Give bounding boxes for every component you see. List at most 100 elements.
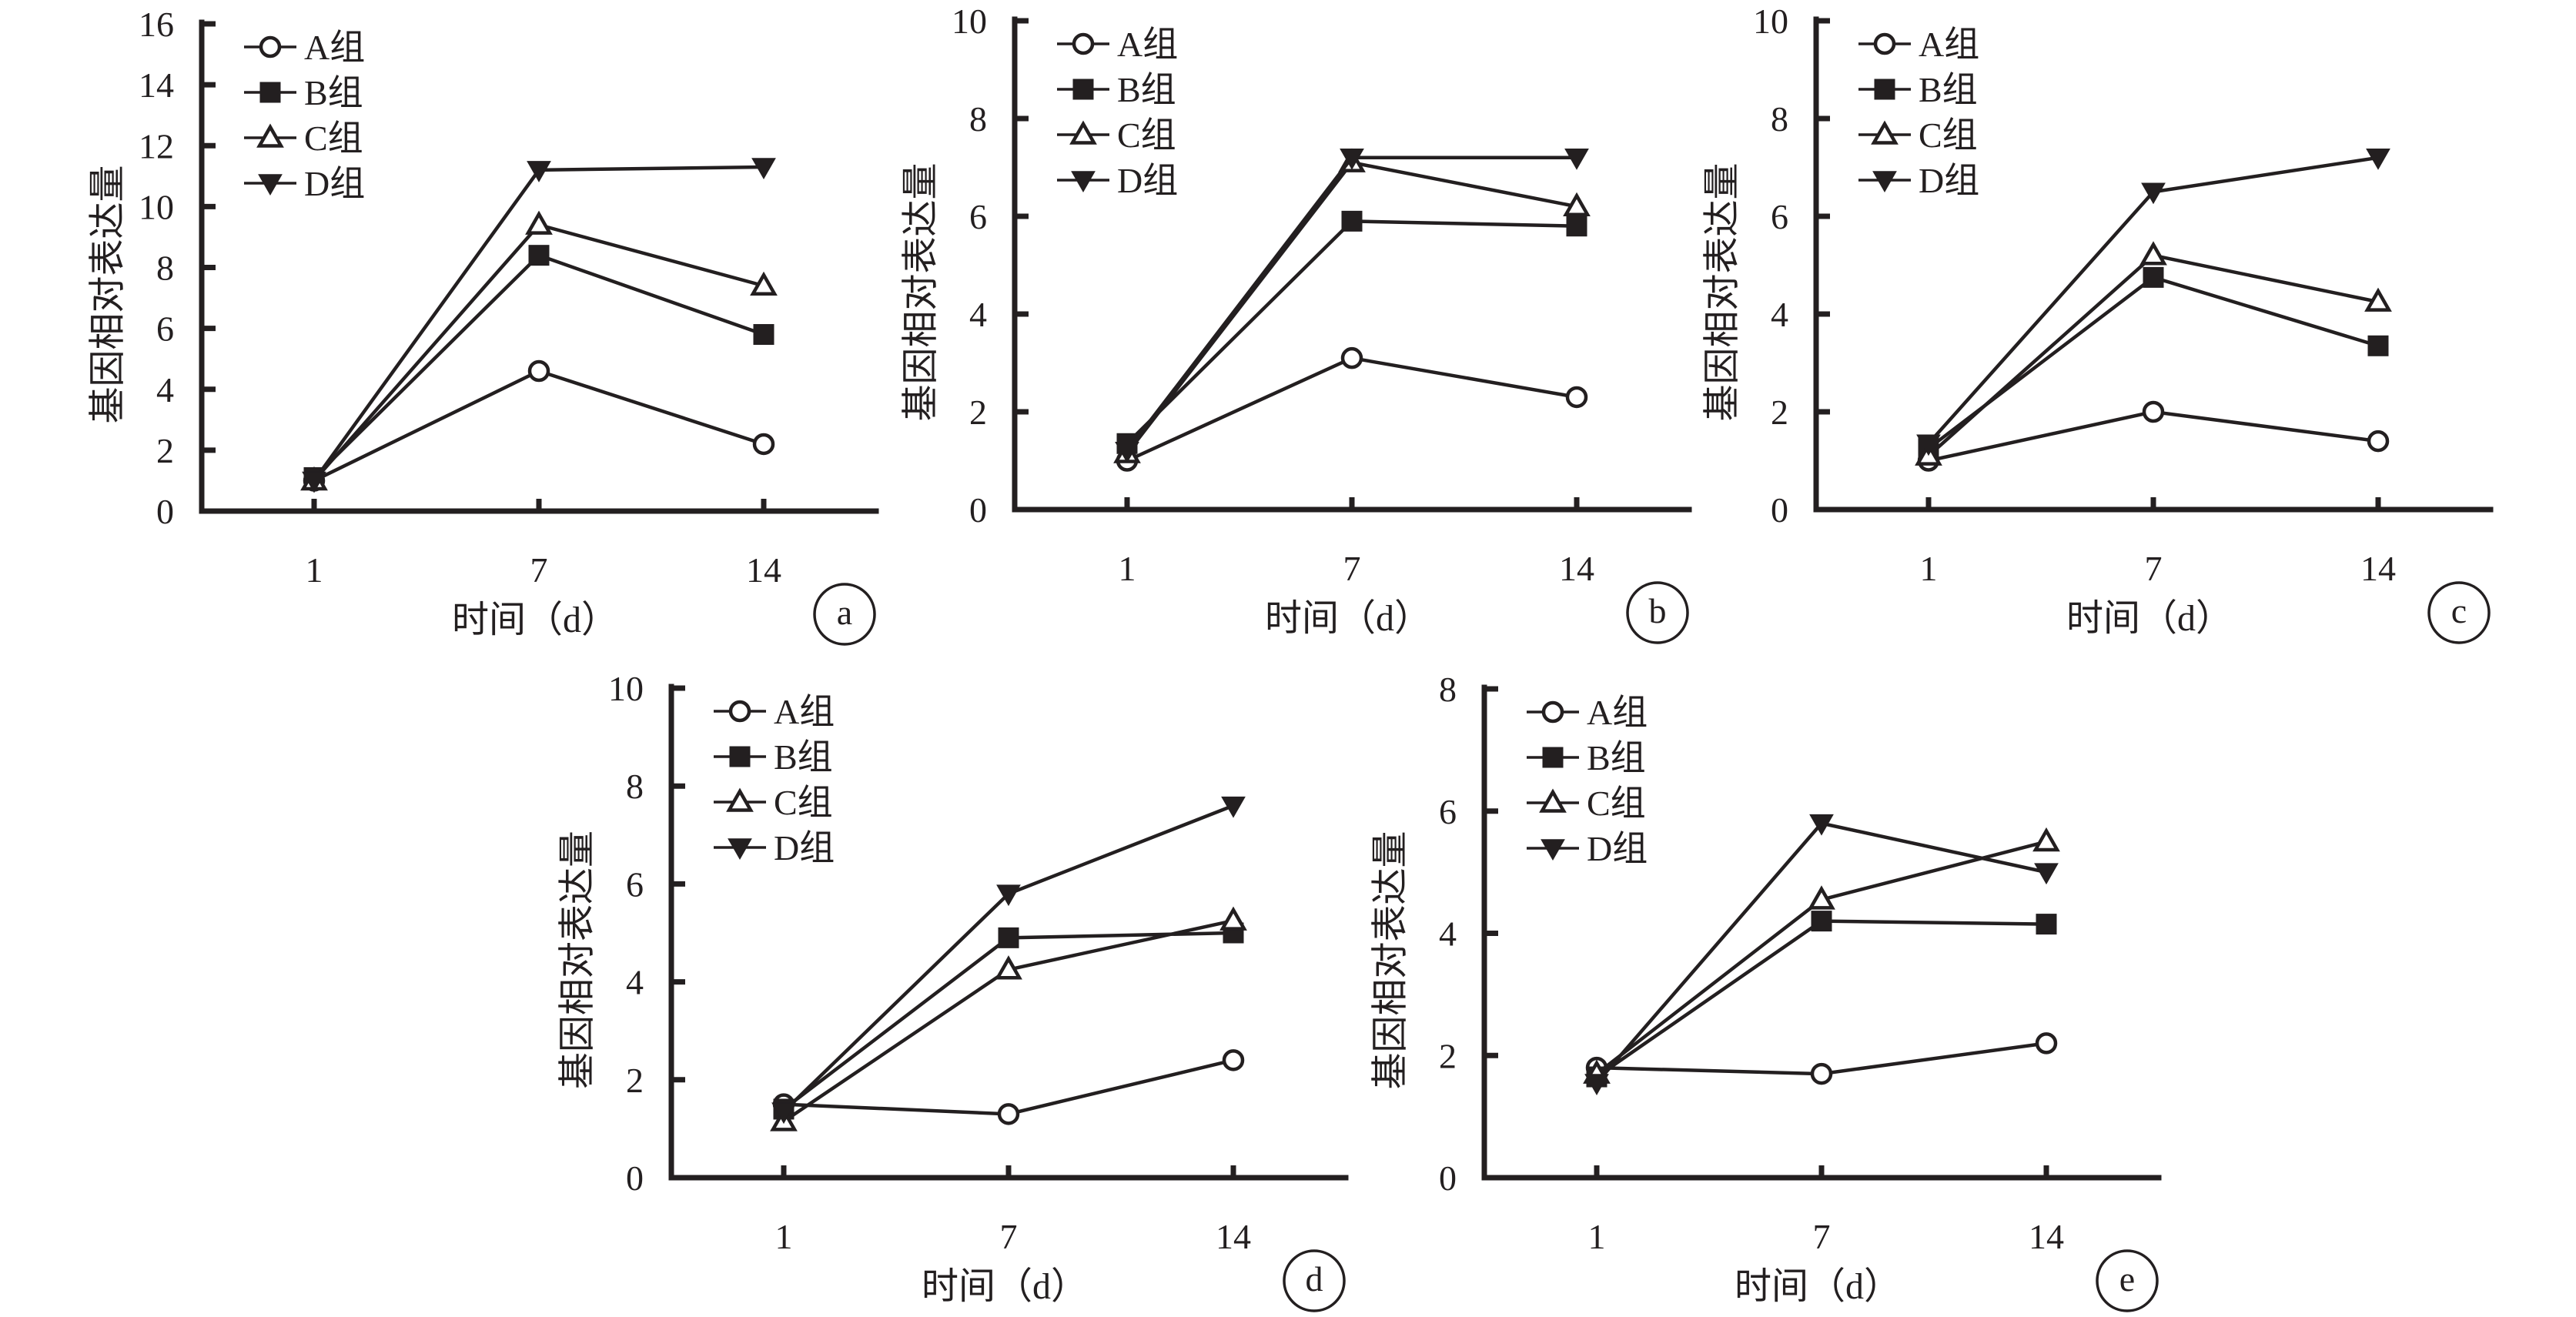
legend-marker-circle-open-icon: [1541, 700, 1564, 724]
data-point: [2364, 287, 2392, 312]
legend-label: D组: [1117, 161, 1178, 200]
y-tick-label: 2: [969, 393, 987, 432]
y-tick-label: 10: [952, 2, 987, 41]
data-point: [1810, 1062, 1833, 1085]
legend-label: C组: [1587, 784, 1646, 823]
legend-item: A组: [1858, 25, 1979, 64]
legend-item: B组: [1057, 70, 1176, 109]
legend-marker-triangle-up-open-icon: [726, 787, 754, 812]
data-point: [998, 927, 1019, 948]
data-point: [2367, 430, 2390, 453]
legend: A组 B组 C组 D组: [244, 28, 365, 203]
y-tick-label: 4: [1439, 914, 1457, 954]
x-tick-label: 14: [2029, 1217, 2064, 1256]
y-tick-label: 0: [156, 492, 174, 531]
data-point: [1341, 210, 1363, 232]
legend-marker-triangle-down-filled-icon: [1541, 839, 1565, 861]
data-point: [1221, 796, 1246, 818]
legend-item: B组: [244, 73, 363, 112]
legend-marker-circle-open-icon: [1873, 32, 1896, 55]
legend-item: C组: [1858, 115, 1978, 155]
data-point: [2032, 827, 2060, 852]
legend-item: A组: [714, 692, 835, 731]
data-point: [752, 433, 775, 456]
data-point: [771, 1102, 796, 1125]
series-c: [1113, 148, 1591, 463]
data-point: [1340, 149, 1364, 170]
y-tick-label: 4: [156, 370, 174, 409]
legend-label: C组: [774, 783, 833, 822]
series-line: [782, 918, 1234, 1123]
panel-label: a: [837, 593, 852, 632]
y-tick-label: 6: [1771, 197, 1788, 236]
x-axis-title: 时间（d）: [2066, 598, 2233, 639]
data-point: [527, 359, 550, 383]
data-point: [1811, 911, 1832, 932]
data-point: [1808, 885, 1835, 910]
legend-label: D组: [304, 164, 365, 203]
chart-panel-a: 0 2 4 6 8 10 12 14 16 1 7 14 时间（d） 基因相对表达量 A组 B组 C组 D组 a: [88, 5, 879, 646]
y-tick-label: 6: [626, 864, 644, 904]
y-tick-label: 8: [1439, 670, 1457, 709]
panel-label-circle: [2096, 1249, 2159, 1312]
legend-marker-circle-open-icon: [259, 35, 282, 58]
data-point: [753, 324, 774, 346]
series-line: [1126, 356, 1577, 463]
legend-label: A组: [304, 28, 365, 67]
data-point: [2143, 266, 2164, 288]
panel-label-circle: [2427, 581, 2491, 644]
legend: A组 B组 C组 D组: [1057, 25, 1178, 200]
legend: A组 B组 C组 D组: [714, 692, 835, 867]
y-tick-label: 4: [1771, 295, 1788, 334]
x-axis-title: 时间（d）: [1265, 598, 1431, 639]
legend-marker-triangle-down-filled-icon: [1872, 171, 1897, 193]
data-point: [2366, 149, 2390, 170]
legend-item: C组: [714, 783, 833, 822]
data-point: [1115, 442, 1139, 463]
y-tick-label: 8: [156, 249, 174, 288]
data-point: [1563, 192, 1591, 217]
legend-label: A组: [1117, 25, 1178, 64]
series-line: [1126, 155, 1577, 453]
data-point: [2367, 335, 2389, 356]
legend-item: B组: [714, 737, 833, 777]
data-point: [1916, 434, 1941, 456]
legend-label: C组: [304, 119, 363, 158]
data-point: [2036, 914, 2057, 935]
y-axis-title: 基因相对表达量: [1702, 162, 1743, 421]
x-tick-label: 14: [2360, 549, 2396, 588]
y-tick-label: 6: [1439, 792, 1457, 831]
data-point: [2035, 1032, 2058, 1055]
series-line: [1595, 840, 2047, 1075]
legend-item: D组: [1057, 161, 1178, 200]
legend-item: C组: [244, 119, 363, 158]
series-line: [1595, 821, 2047, 1085]
series-b: [1116, 210, 1587, 454]
legend-label: D组: [774, 828, 835, 867]
legend-label: A组: [1919, 25, 1979, 64]
y-tick-label: 14: [139, 65, 174, 105]
legend-label: D组: [1919, 161, 1979, 200]
y-axis-title: 基因相对表达量: [557, 831, 598, 1089]
legend-label: B组: [304, 73, 363, 112]
legend-marker-triangle-up-open-icon: [1539, 788, 1567, 813]
x-axis-title: 时间（d）: [1735, 1266, 1901, 1307]
y-tick-label: 4: [626, 963, 644, 1002]
legend-label: A组: [774, 692, 835, 731]
data-point: [527, 161, 551, 182]
series-b: [1586, 911, 2057, 1088]
data-point: [2142, 400, 2165, 423]
series-d: [1115, 149, 1589, 463]
x-axis-title: 时间（d）: [922, 1266, 1088, 1307]
series-d: [771, 796, 1246, 1125]
x-tick-label: 14: [1559, 549, 1594, 588]
data-point: [1584, 1074, 1609, 1095]
y-axis-title: 基因相对表达量: [1370, 831, 1411, 1089]
x-tick-label: 14: [1216, 1217, 1251, 1256]
y-tick-label: 0: [969, 490, 987, 530]
chart-panel-d: 0 2 4 6 8 10 1 7 14 时间（d） 基因相对表达量 A组 B组 C组 D组 d: [557, 669, 1349, 1312]
y-tick-label: 2: [1439, 1036, 1457, 1075]
y-tick-label: 16: [139, 5, 174, 44]
legend-marker-triangle-down-filled-icon: [258, 174, 283, 196]
legend-item: D组: [1527, 829, 1648, 868]
